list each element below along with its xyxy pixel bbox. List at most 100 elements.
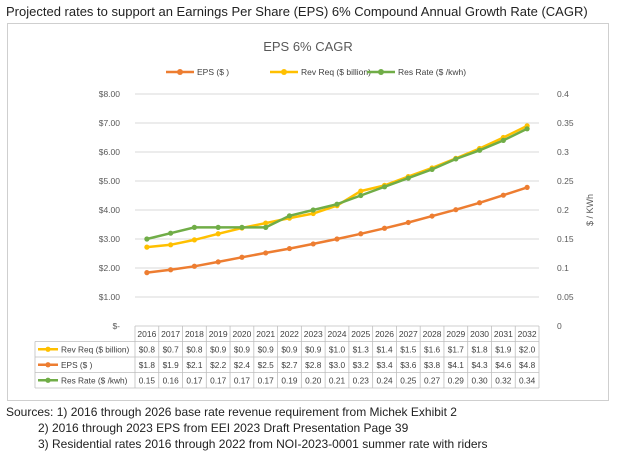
table-legend-marker [45, 346, 51, 352]
y-left-tick-label: $8.00 [99, 89, 121, 99]
data-label: $1.8 [139, 360, 156, 370]
y-right-tick-label: 0.3 [557, 147, 569, 157]
data-label: $1.0 [329, 344, 346, 354]
series-line-0 [146, 186, 528, 274]
data-point [168, 267, 174, 273]
data-point [310, 241, 316, 247]
data-point [405, 175, 411, 181]
data-label: $3.8 [424, 360, 441, 370]
y-right-tick-label: 0.15 [557, 234, 574, 244]
chart-title: EPS 6% CAGR [263, 39, 353, 54]
data-label: $2.2 [210, 360, 227, 370]
data-label: $1.6 [424, 344, 441, 354]
chart-frame: EPS 6% CAGR EPS ($ ) Rev Req ($ billion) Re… [7, 23, 609, 401]
data-point [286, 213, 293, 219]
data-label: 0.17 [258, 375, 275, 385]
data-point [358, 231, 364, 237]
data-label: 0.16 [163, 375, 180, 385]
data-point [334, 201, 340, 207]
data-label: $1.5 [400, 344, 417, 354]
data-label: 0.17 [210, 375, 227, 385]
x-tick-label: 2020 [232, 329, 251, 339]
x-tick-label: 2021 [256, 329, 275, 339]
data-point [263, 250, 269, 256]
data-label: $1.7 [448, 344, 465, 354]
x-tick-label: 2025 [351, 329, 370, 339]
data-label: $2.5 [258, 360, 275, 370]
data-point [500, 137, 506, 143]
table-row-label: Rev Req ($ billion) [61, 344, 129, 354]
x-tick-label: 2024 [328, 329, 347, 339]
source-line-3: 3) Residential rates 2016 through 2022 f… [38, 437, 488, 451]
data-point [168, 242, 174, 248]
data-point [334, 236, 340, 242]
x-tick-label: 2032 [518, 329, 537, 339]
x-tick-label: 2018 [185, 329, 204, 339]
data-label: $0.8 [139, 344, 156, 354]
x-tick-label: 2016 [137, 329, 156, 339]
data-label: 0.29 [448, 375, 465, 385]
data-label: $0.9 [210, 344, 227, 354]
data-label: 0.17 [234, 375, 251, 385]
source-line-2: 2) 2016 through 2023 EPS from EEI 2023 D… [38, 421, 409, 435]
data-point [191, 224, 198, 230]
x-tick-label: 2026 [375, 329, 394, 339]
data-point [476, 147, 483, 153]
x-tick-label: 2023 [304, 329, 323, 339]
table-row-label: EPS ($ ) [61, 360, 93, 370]
data-label: $3.6 [400, 360, 417, 370]
data-label: 0.21 [329, 375, 346, 385]
data-label: 0.32 [495, 375, 512, 385]
data-point [239, 254, 245, 260]
data-point [381, 225, 388, 231]
x-tick-label: 2029 [446, 329, 465, 339]
data-label: $0.9 [258, 344, 275, 354]
y-left-tick-label: $5.00 [99, 176, 121, 186]
x-tick-label: 2028 [423, 329, 442, 339]
series-line-2 [146, 127, 528, 241]
x-tick-label: 2017 [161, 329, 180, 339]
chart-svg: EPS 6% CAGR EPS ($ ) Rev Req ($ billion) Re… [34, 39, 595, 389]
y-right-tick-label: 0.4 [557, 89, 569, 99]
data-label: 0.23 [353, 375, 370, 385]
data-label: $3.0 [329, 360, 346, 370]
y-left-tick-label: $3.00 [99, 234, 121, 244]
data-point [215, 224, 221, 230]
y-left-tick-label: $6.00 [99, 147, 121, 157]
x-tick-label: 2027 [399, 329, 418, 339]
data-label: 0.24 [376, 375, 393, 385]
data-label: $0.9 [305, 344, 322, 354]
data-label: 0.20 [305, 375, 322, 385]
data-label: $0.9 [234, 344, 251, 354]
x-tick-label: 2030 [470, 329, 489, 339]
data-point [381, 184, 388, 190]
data-label: $1.9 [495, 344, 512, 354]
data-label: $1.3 [353, 344, 370, 354]
data-point [263, 220, 269, 226]
sources-note: Sources: 1) 2016 through 2026 base rate … [6, 404, 488, 452]
data-point [524, 126, 530, 132]
series-line-1 [146, 124, 528, 249]
data-point [453, 207, 459, 213]
x-tick-label: 2031 [494, 329, 513, 339]
y-right-tick-label: 0 [557, 321, 562, 331]
data-point [453, 156, 459, 162]
data-point [215, 231, 221, 237]
data-label: $2.7 [281, 360, 298, 370]
data-point [191, 263, 198, 269]
x-tick-label: 2022 [280, 329, 299, 339]
data-label: 0.30 [472, 375, 489, 385]
legend-label-2: Res Rate ($ /kwh) [398, 67, 466, 77]
data-point [263, 224, 269, 230]
data-point [500, 192, 506, 198]
y-left-tick-label: $1.00 [99, 292, 121, 302]
data-label: $2.1 [186, 360, 203, 370]
data-label: $1.8 [472, 344, 489, 354]
table-legend-marker [45, 377, 51, 383]
data-label: $2.0 [519, 344, 536, 354]
page-title: Projected rates to support an Earnings P… [6, 4, 588, 19]
data-point [286, 245, 293, 252]
data-label: 0.19 [281, 375, 298, 385]
data-label: $1.4 [376, 344, 393, 354]
data-point [239, 224, 245, 230]
